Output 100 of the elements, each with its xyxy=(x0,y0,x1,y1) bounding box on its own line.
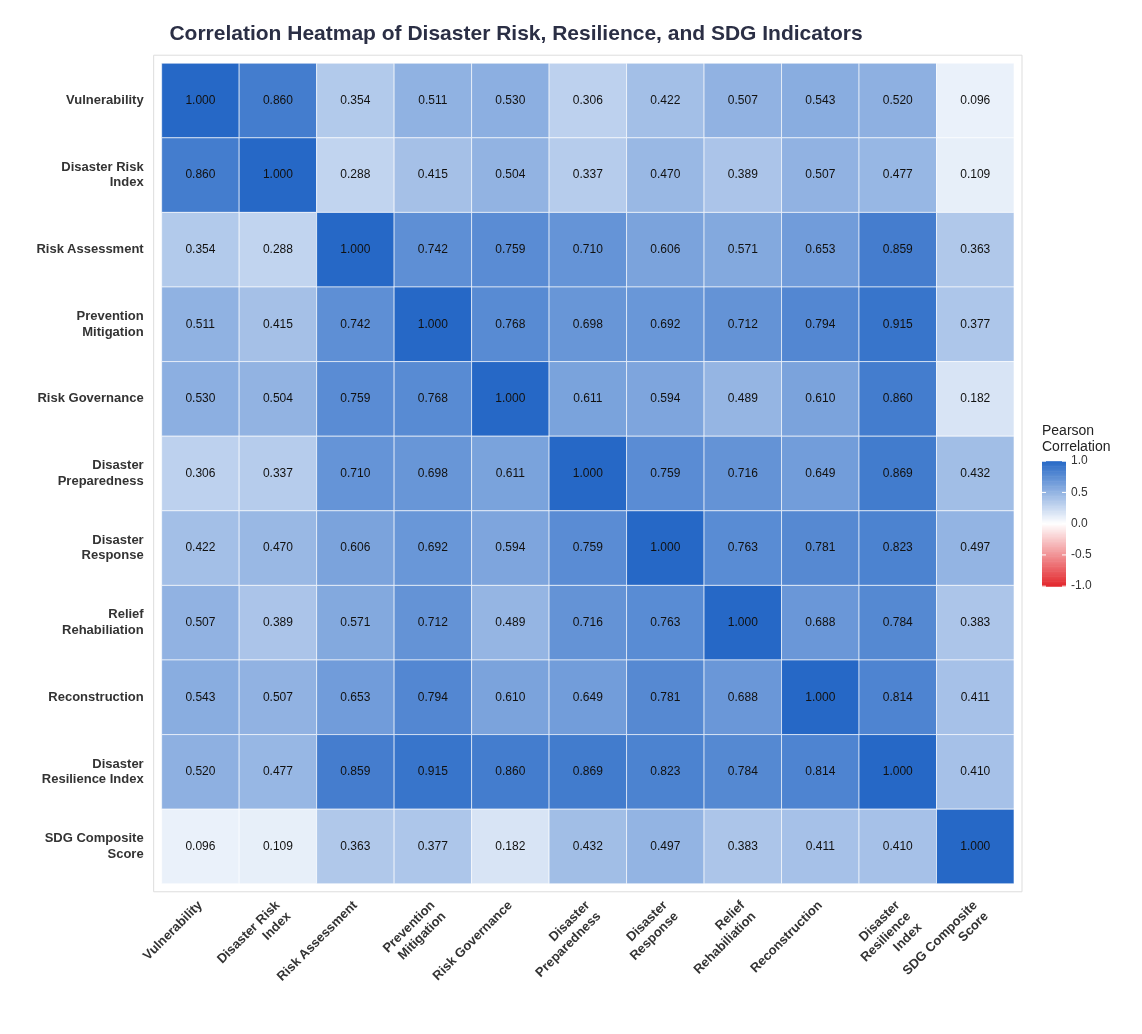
y-tick-label: Disaster Preparedness xyxy=(57,457,144,488)
data-label: 0.759 xyxy=(650,465,681,480)
data-label: 0.698 xyxy=(417,465,449,480)
data-label: 0.742 xyxy=(340,316,371,331)
data-label: 0.860 xyxy=(882,391,914,406)
data-label: 0.763 xyxy=(727,540,759,555)
data-label: 0.759 xyxy=(495,242,526,257)
data-label: 0.571 xyxy=(727,242,759,257)
y-tick-label: Vulnerability xyxy=(66,92,145,108)
color-bar-title: Pearson Correlation xyxy=(1042,422,1111,455)
data-label: 0.859 xyxy=(882,242,914,257)
data-label: 0.477 xyxy=(262,764,294,779)
data-label: 0.377 xyxy=(960,316,991,331)
data-label: 0.288 xyxy=(340,167,371,182)
data-label: 0.814 xyxy=(805,764,836,779)
data-label: 0.763 xyxy=(650,614,681,629)
data-label: 0.860 xyxy=(185,167,216,182)
data-label: 0.415 xyxy=(262,316,294,331)
data-label: 0.507 xyxy=(805,167,836,182)
data-label: 0.470 xyxy=(262,540,294,555)
data-label: 0.869 xyxy=(882,465,914,480)
data-label: 0.511 xyxy=(185,316,216,331)
data-label: 0.606 xyxy=(340,540,371,555)
data-label: 1.000 xyxy=(262,167,294,182)
data-label: 0.354 xyxy=(185,242,216,257)
data-label: 1.000 xyxy=(960,838,991,853)
data-label: 0.520 xyxy=(882,92,914,107)
data-label: 0.571 xyxy=(340,614,371,629)
data-label: 1.000 xyxy=(495,391,526,406)
data-label: 0.470 xyxy=(650,167,681,182)
data-label: 0.109 xyxy=(960,167,991,182)
data-label: 0.410 xyxy=(882,838,914,853)
data-label: 0.410 xyxy=(960,764,991,779)
data-label: 0.306 xyxy=(572,92,604,107)
data-label: 0.814 xyxy=(882,689,914,704)
data-label: 0.823 xyxy=(650,764,681,779)
data-label: 0.543 xyxy=(185,689,216,704)
data-label: 0.610 xyxy=(805,391,836,406)
data-label: 0.869 xyxy=(572,764,604,779)
data-label: 0.784 xyxy=(727,764,759,779)
data-label: 0.716 xyxy=(727,465,759,480)
y-tick-label: Relief Rehabiliation xyxy=(62,606,145,638)
data-label: 0.543 xyxy=(805,92,836,107)
data-label: 0.511 xyxy=(418,92,448,107)
data-label: 0.781 xyxy=(650,689,681,704)
data-label: 0.692 xyxy=(417,540,449,555)
data-label: 1.000 xyxy=(417,316,449,331)
color-bar-label: 1.0 xyxy=(1071,453,1089,468)
data-label: 0.716 xyxy=(572,614,604,629)
data-label: 0.383 xyxy=(960,614,991,629)
data-label: 1.000 xyxy=(572,465,604,480)
data-label: 0.742 xyxy=(417,242,449,257)
data-label: 0.530 xyxy=(185,391,216,406)
data-label: 1.000 xyxy=(805,689,836,704)
data-label: 0.337 xyxy=(262,465,294,480)
y-tick-label: Reconstruction xyxy=(48,688,144,704)
data-label: 0.649 xyxy=(805,465,836,480)
data-label: 0.768 xyxy=(417,391,449,406)
data-label: 0.860 xyxy=(495,764,526,779)
data-label: 0.489 xyxy=(495,614,526,629)
data-label: 0.422 xyxy=(185,540,216,555)
data-label: 0.594 xyxy=(495,540,526,555)
data-label: 0.306 xyxy=(185,465,216,480)
data-label: 0.383 xyxy=(727,838,759,853)
data-label: 0.712 xyxy=(417,614,449,629)
data-label: 0.710 xyxy=(340,465,371,480)
data-label: 0.653 xyxy=(340,689,371,704)
data-label: 0.432 xyxy=(572,838,604,853)
data-label: 0.389 xyxy=(727,167,759,182)
y-tick-label: Disaster Response xyxy=(81,531,144,563)
y-tick-label: Disaster Risk Index xyxy=(61,158,145,190)
data-label: 1.000 xyxy=(727,614,759,629)
data-label: 0.411 xyxy=(960,689,991,704)
data-label: 0.649 xyxy=(572,689,604,704)
data-label: 0.096 xyxy=(960,92,991,107)
data-label: 0.363 xyxy=(340,838,371,853)
data-label: 0.411 xyxy=(805,838,836,853)
color-bar-label: -0.5 xyxy=(1071,547,1092,562)
data-label: 0.288 xyxy=(262,242,294,257)
data-label: 0.432 xyxy=(960,465,991,480)
chart-title: Correlation Heatmap of Disaster Risk, Resilience, and SDG Indicators xyxy=(169,21,863,45)
data-label: 0.507 xyxy=(727,92,759,107)
data-label: 0.768 xyxy=(495,316,526,331)
y-tick-label: Risk Assessment xyxy=(36,241,145,257)
data-label: 0.781 xyxy=(805,540,836,555)
data-label: 0.698 xyxy=(572,316,604,331)
y-tick-label: Prevention Mitigation xyxy=(76,308,144,339)
data-label: 0.710 xyxy=(572,242,604,257)
data-label: 0.610 xyxy=(495,689,526,704)
data-label: 0.823 xyxy=(882,540,914,555)
data-label: 0.606 xyxy=(650,242,681,257)
data-label: 0.712 xyxy=(727,316,759,331)
data-label: 0.915 xyxy=(417,764,449,779)
data-label: 0.507 xyxy=(262,689,294,704)
data-label: 0.915 xyxy=(882,316,914,331)
y-tick-label: Disaster Resilience Index xyxy=(41,755,145,787)
data-label: 0.504 xyxy=(262,391,294,406)
data-label: 0.594 xyxy=(650,391,681,406)
data-label: 0.096 xyxy=(185,838,216,853)
data-label: 0.337 xyxy=(572,167,604,182)
